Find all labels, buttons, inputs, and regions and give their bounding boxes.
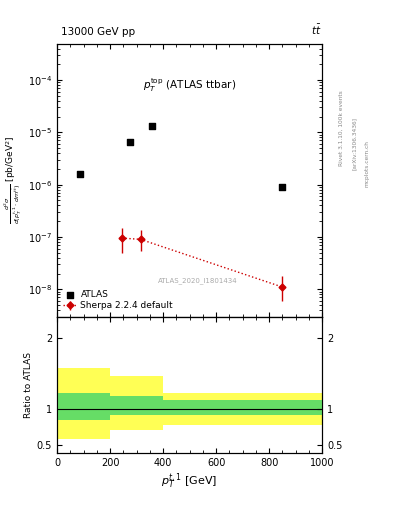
Text: 13000 GeV pp: 13000 GeV pp bbox=[61, 27, 135, 37]
Text: Rivet 3.1.10, 100k events: Rivet 3.1.10, 100k events bbox=[339, 90, 344, 166]
X-axis label: $p_T^{t,1}$ [GeV]: $p_T^{t,1}$ [GeV] bbox=[162, 472, 218, 492]
ATLAS bbox=[279, 183, 286, 191]
Y-axis label: $\frac{d^2\sigma}{d(p_T^{t,1}\cdot dm^{t\bar{t}})}\ [\mathrm{pb/GeV}^2]$: $\frac{d^2\sigma}{d(p_T^{t,1}\cdot dm^{t… bbox=[2, 136, 24, 224]
Text: [arXiv:1306.3436]: [arXiv:1306.3436] bbox=[352, 117, 357, 170]
Legend: ATLAS, Sherpa 2.2.4 default: ATLAS, Sherpa 2.2.4 default bbox=[61, 288, 175, 312]
ATLAS bbox=[77, 170, 83, 178]
ATLAS bbox=[127, 138, 133, 146]
ATLAS bbox=[149, 121, 156, 130]
Text: $t\bar{t}$: $t\bar{t}$ bbox=[311, 23, 321, 37]
Text: ATLAS_2020_I1801434: ATLAS_2020_I1801434 bbox=[158, 277, 237, 284]
Text: $p_T^{\mathrm{top}}$ (ATLAS ttbar): $p_T^{\mathrm{top}}$ (ATLAS ttbar) bbox=[143, 76, 236, 94]
Text: mcplots.cern.ch: mcplots.cern.ch bbox=[365, 140, 370, 187]
Y-axis label: Ratio to ATLAS: Ratio to ATLAS bbox=[24, 352, 33, 418]
